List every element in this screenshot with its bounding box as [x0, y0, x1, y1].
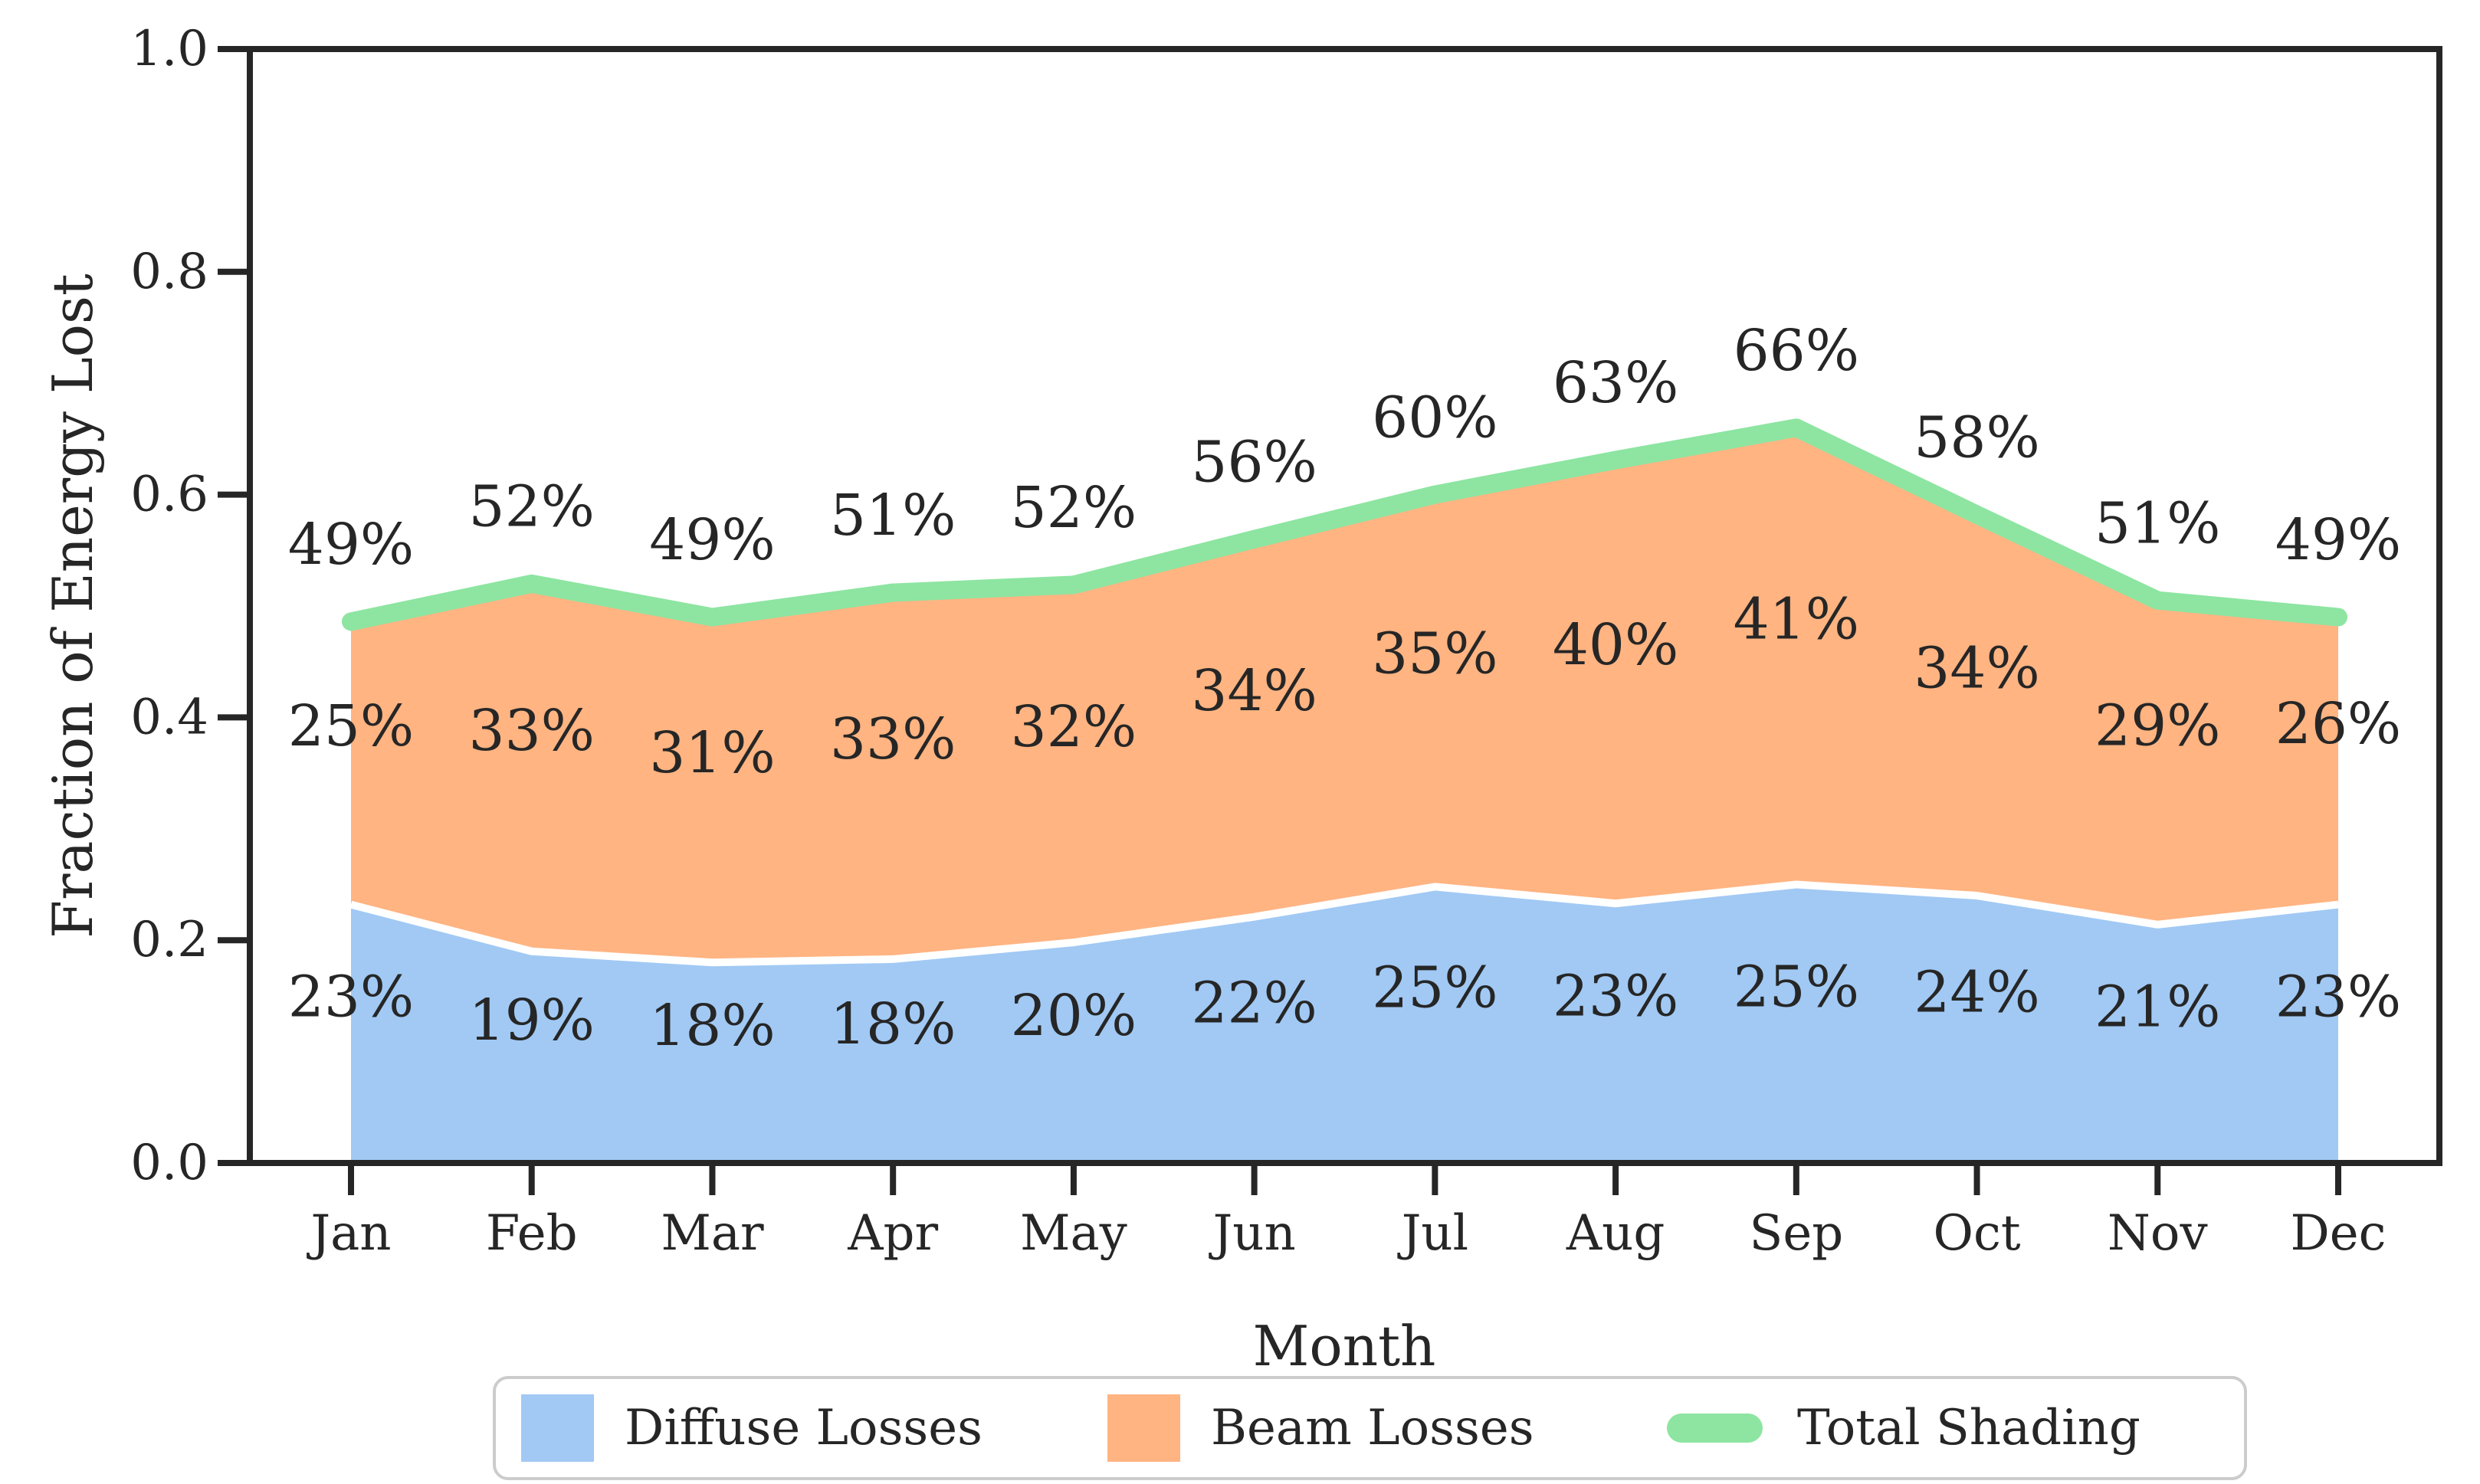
legend-label-beam-losses: Beam Losses — [1211, 1400, 1534, 1456]
line-total-shading — [342, 418, 2347, 631]
label-total-feb: 52% — [468, 474, 594, 540]
label-diffuse-jun: 22% — [1191, 970, 1317, 1036]
label-beam-dec: 26% — [2275, 691, 2401, 757]
legend: Diffuse Losses Beam Losses Total Shading — [493, 1376, 2247, 1480]
x-tick-label-may: May — [1020, 1205, 1127, 1262]
y-tick-label-0.4: 0.4 — [130, 689, 208, 745]
chart-ticks: Jan Feb Mar Apr May Jun Jul Aug Sep Oct Nov Dec 0.0 0… — [130, 21, 2386, 1262]
label-diffuse-sep: 25% — [1734, 954, 1859, 1020]
label-beam-apr: 33% — [830, 706, 956, 772]
label-diffuse-feb: 19% — [468, 988, 594, 1053]
label-total-nov: 51% — [2095, 490, 2220, 556]
label-diffuse-nov: 21% — [2095, 974, 2220, 1040]
label-total-apr: 51% — [830, 483, 956, 549]
label-total-dec: 49% — [2275, 507, 2401, 573]
x-tick-label-jan: Jan — [306, 1205, 391, 1262]
x-tick-label-apr: Apr — [847, 1205, 938, 1262]
label-total-sep: 66% — [1734, 318, 1859, 384]
y-tick-label-0.0: 0.0 — [130, 1135, 208, 1191]
label-beam-mar: 31% — [649, 720, 775, 786]
label-total-may: 52% — [1011, 475, 1137, 541]
area-diffuse-losses — [351, 884, 2338, 1163]
label-beam-jun: 34% — [1191, 658, 1317, 724]
label-beam-jul: 35% — [1372, 621, 1498, 687]
legend-label-diffuse-losses: Diffuse Losses — [625, 1400, 982, 1456]
x-axis-title: Month — [1253, 1314, 1436, 1378]
x-tick-label-dec: Dec — [2290, 1205, 2386, 1262]
label-beam-nov: 29% — [2095, 693, 2220, 758]
chart-areas — [342, 418, 2347, 1163]
label-total-jul: 60% — [1372, 385, 1498, 450]
label-diffuse-aug: 23% — [1553, 964, 1678, 1030]
legend-swatch-beam-losses — [1107, 1394, 1180, 1462]
y-tick-label-0.8: 0.8 — [130, 244, 208, 300]
y-tick-label-0.2: 0.2 — [130, 912, 208, 968]
area-boundary-line — [349, 880, 2339, 967]
label-diffuse-dec: 23% — [2275, 964, 2401, 1030]
label-beam-aug: 40% — [1553, 612, 1678, 678]
legend-swatch-total-shading — [1667, 1414, 1763, 1443]
label-total-jun: 56% — [1191, 429, 1317, 495]
label-diffuse-jul: 25% — [1372, 955, 1498, 1021]
label-beam-feb: 33% — [468, 698, 594, 764]
y-axis-title: Fraction of Energy Lost — [41, 274, 105, 939]
y-tick-label-1.0: 1.0 — [130, 21, 208, 77]
y-tick-label-0.6: 0.6 — [130, 467, 208, 523]
data-labels: 23% 25% 49% 19% 33% 52% 18% 31% 49% 18% 33% 51% 20% 3… — [288, 318, 2401, 1059]
area-beam-losses — [351, 428, 2338, 963]
legend-swatch-diffuse-losses — [521, 1394, 594, 1462]
plot-frame — [247, 46, 2442, 1166]
x-tick-label-feb: Feb — [486, 1205, 578, 1262]
x-tick-label-aug: Aug — [1566, 1205, 1665, 1262]
x-tick-label-jul: Jul — [1397, 1205, 1468, 1262]
x-tick-label-mar: Mar — [661, 1205, 764, 1262]
label-diffuse-mar: 18% — [649, 993, 775, 1059]
label-diffuse-jan: 23% — [288, 964, 414, 1030]
label-total-mar: 49% — [649, 507, 775, 573]
label-beam-oct: 34% — [1914, 635, 2039, 701]
legend-box — [493, 1376, 2247, 1480]
label-total-jan: 49% — [288, 512, 414, 578]
label-total-oct: 58% — [1914, 405, 2039, 470]
legend-label-total-shading: Total Shading — [1797, 1400, 2140, 1456]
x-tick-label-jun: Jun — [1209, 1205, 1296, 1262]
label-diffuse-may: 20% — [1011, 983, 1137, 1049]
label-beam-sep: 41% — [1734, 586, 1859, 652]
label-diffuse-apr: 18% — [830, 991, 956, 1057]
label-beam-jan: 25% — [288, 693, 414, 759]
x-tick-label-nov: Nov — [2108, 1205, 2208, 1262]
x-tick-label-sep: Sep — [1749, 1205, 1843, 1262]
axes-spines — [247, 46, 2442, 1166]
label-beam-may: 32% — [1011, 694, 1137, 760]
x-tick-label-oct: Oct — [1934, 1205, 2021, 1262]
label-total-aug: 63% — [1553, 350, 1678, 416]
label-diffuse-oct: 24% — [1914, 960, 2039, 1026]
